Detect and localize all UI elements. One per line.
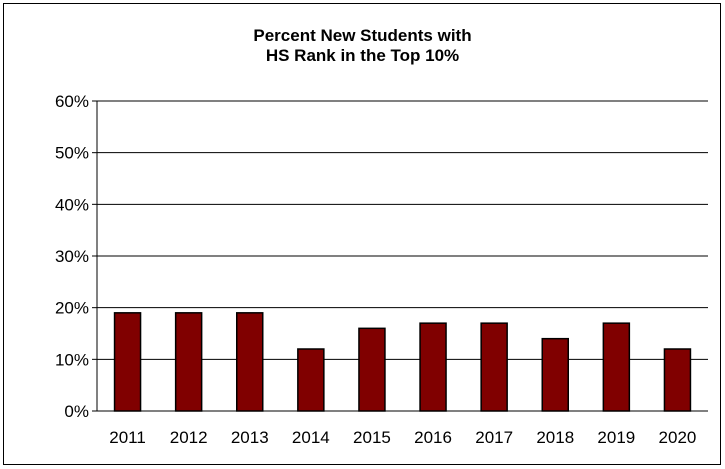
bar-2013: [236, 312, 264, 412]
x-tick-label: 2018: [536, 428, 574, 447]
y-tick-label: 0%: [64, 402, 89, 421]
bar-2011: [113, 312, 142, 412]
x-tick-label: 2017: [475, 428, 513, 447]
y-tick-label: 20%: [55, 299, 89, 318]
x-tick-label: 2013: [231, 428, 269, 447]
bars: [113, 312, 692, 412]
bar-2016: [419, 322, 447, 412]
chart-title-line-2: HS Rank in the Top 10%: [265, 46, 460, 65]
x-tick-label: 2016: [414, 428, 452, 447]
bar-2014: [297, 348, 325, 412]
y-tick-label: 40%: [55, 195, 89, 214]
y-tick-label: 10%: [55, 350, 89, 369]
x-tick-label: 2012: [170, 428, 208, 447]
x-tick-labels: 2011 2012 2013 2014 2015 2016 2017 2018 2019 2020: [109, 428, 696, 447]
y-tick-label: 30%: [55, 247, 89, 266]
bar-2015: [358, 327, 386, 412]
y-tick-label: 60%: [55, 92, 89, 111]
y-tick-label: 50%: [55, 144, 89, 163]
x-tick-label: 2020: [659, 428, 697, 447]
bar-2020: [663, 348, 692, 412]
bar-2019: [602, 322, 631, 412]
y-tick-labels: 0% 10% 20% 30% 40% 50% 60%: [55, 92, 97, 421]
bar-2017: [480, 322, 508, 412]
bar-2012: [174, 312, 203, 412]
bar-2018: [541, 337, 569, 412]
chart-title: Percent New Students with HS Rank in the…: [0, 26, 725, 66]
x-tick-label: 2015: [353, 428, 391, 447]
x-tick-label: 2014: [292, 428, 330, 447]
x-tick-label: 2011: [109, 428, 146, 447]
chart-title-line-1: Percent New Students with: [253, 26, 472, 45]
x-tick-label: 2019: [597, 428, 635, 447]
